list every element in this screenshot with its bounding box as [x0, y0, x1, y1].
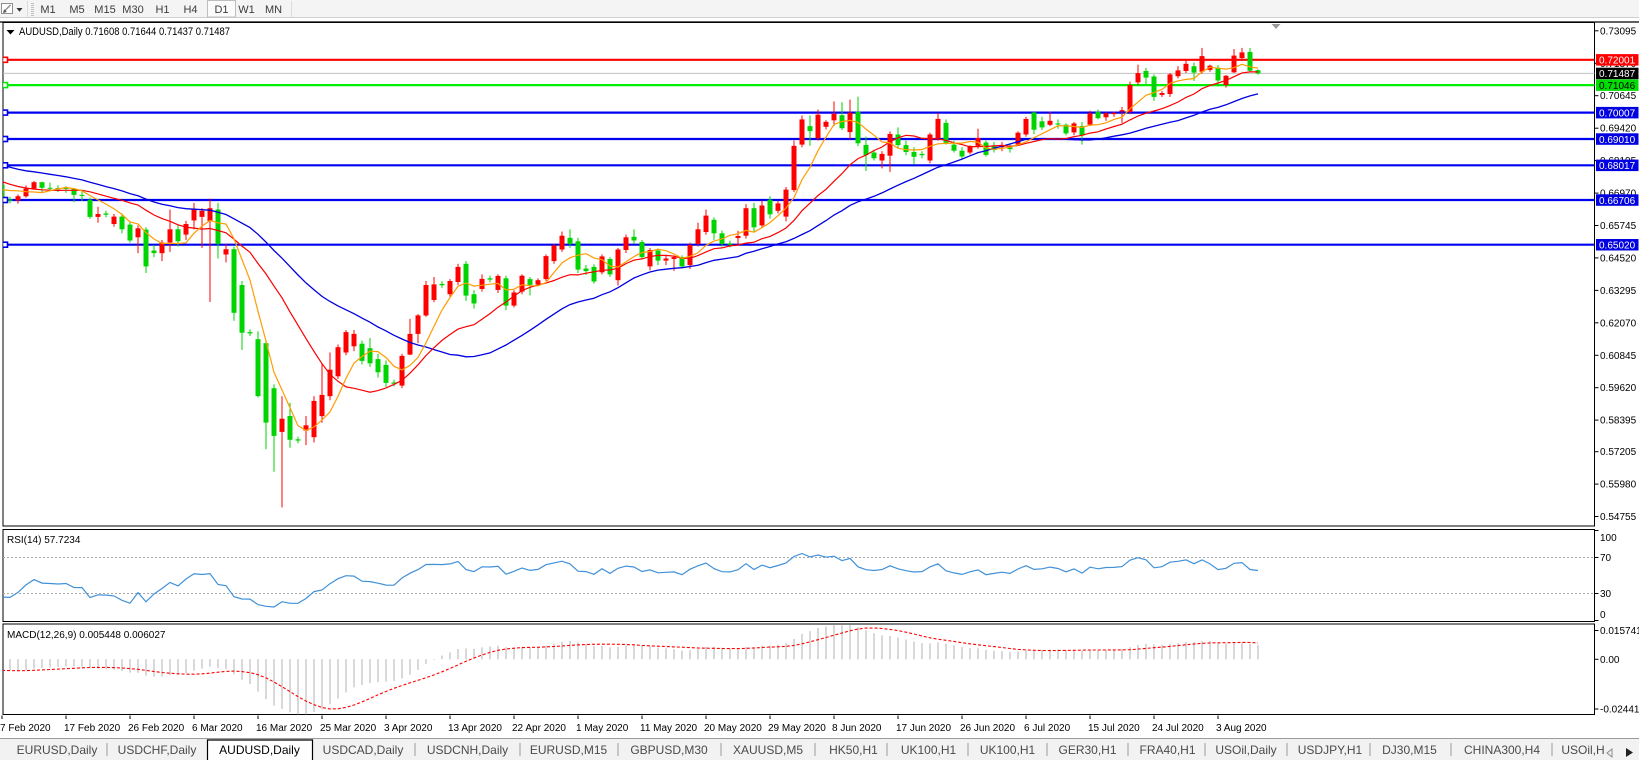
svg-text:0.55980: 0.55980 [1600, 480, 1637, 491]
svg-text:0.73095: 0.73095 [1600, 26, 1637, 37]
svg-text:20 May 2020: 20 May 2020 [704, 723, 762, 734]
svg-text:0.64520: 0.64520 [1600, 253, 1637, 264]
svg-text:0.69420: 0.69420 [1600, 124, 1637, 135]
svg-text:70: 70 [1600, 553, 1612, 564]
svg-text:-0.024412: -0.024412 [1600, 705, 1639, 716]
svg-text:0.57205: 0.57205 [1600, 447, 1637, 458]
svg-text:0.60845: 0.60845 [1600, 351, 1637, 362]
svg-text:USDJPY,H1: USDJPY,H1 [1298, 743, 1363, 757]
svg-text:M30: M30 [122, 4, 143, 16]
svg-text:0.58395: 0.58395 [1600, 416, 1637, 427]
svg-text:0: 0 [1600, 610, 1606, 621]
svg-text:MN: MN [265, 4, 282, 16]
svg-text:W1: W1 [238, 4, 255, 16]
svg-text:RSI(14) 57.7234: RSI(14) 57.7234 [7, 535, 81, 546]
svg-text:GBPUSD,M30: GBPUSD,M30 [630, 743, 708, 757]
svg-text:HK50,H1: HK50,H1 [829, 743, 878, 757]
svg-text:USDCHF,Daily: USDCHF,Daily [118, 743, 197, 757]
svg-text:0.68017: 0.68017 [1599, 161, 1636, 172]
svg-text:0.70007: 0.70007 [1599, 108, 1636, 119]
svg-text:26 Jun 2020: 26 Jun 2020 [960, 723, 1015, 734]
svg-text:24 Jul 2020: 24 Jul 2020 [1152, 723, 1204, 734]
svg-text:USOil,H: USOil,H [1561, 743, 1604, 757]
svg-text:13 Apr 2020: 13 Apr 2020 [448, 723, 502, 734]
svg-text:0.015741: 0.015741 [1600, 626, 1639, 637]
svg-text:0.65745: 0.65745 [1600, 221, 1637, 232]
svg-text:CHINA300,H4: CHINA300,H4 [1464, 743, 1540, 757]
svg-text:0.54755: 0.54755 [1600, 512, 1637, 523]
svg-text:FRA40,H1: FRA40,H1 [1139, 743, 1195, 757]
svg-text:0.69010: 0.69010 [1599, 135, 1636, 146]
svg-text:EURUSD,Daily: EURUSD,Daily [17, 743, 98, 757]
svg-text:3 Aug 2020: 3 Aug 2020 [1216, 723, 1267, 734]
svg-text:1 May 2020: 1 May 2020 [576, 723, 629, 734]
svg-text:USDCAD,Daily: USDCAD,Daily [323, 743, 404, 757]
svg-text:DJ30,M15: DJ30,M15 [1382, 743, 1437, 757]
svg-text:0.63295: 0.63295 [1600, 286, 1637, 297]
svg-text:0.62070: 0.62070 [1600, 318, 1637, 329]
svg-text:MACD(12,26,9) 0.005448 0.00602: MACD(12,26,9) 0.005448 0.006027 [7, 630, 166, 641]
svg-text:100: 100 [1600, 533, 1617, 544]
svg-text:25 Mar 2020: 25 Mar 2020 [320, 723, 377, 734]
svg-text:17 Jun 2020: 17 Jun 2020 [896, 723, 951, 734]
svg-text:0.00: 0.00 [1600, 655, 1620, 666]
svg-text:GER30,H1: GER30,H1 [1058, 743, 1116, 757]
svg-text:0.71046: 0.71046 [1599, 81, 1636, 92]
svg-text:M15: M15 [94, 4, 115, 16]
svg-text:6 Mar 2020: 6 Mar 2020 [192, 723, 243, 734]
svg-text:H1: H1 [155, 4, 169, 16]
svg-text:6 Jul 2020: 6 Jul 2020 [1024, 723, 1071, 734]
svg-text:17 Feb 2020: 17 Feb 2020 [64, 723, 121, 734]
svg-text:0.71487: 0.71487 [1599, 69, 1636, 80]
svg-text:M1: M1 [40, 4, 55, 16]
svg-text:16 Mar 2020: 16 Mar 2020 [256, 723, 313, 734]
svg-text:26 Feb 2020: 26 Feb 2020 [128, 723, 185, 734]
svg-text:15 Jul 2020: 15 Jul 2020 [1088, 723, 1140, 734]
svg-text:11 May 2020: 11 May 2020 [640, 723, 698, 734]
svg-text:USDCNH,Daily: USDCNH,Daily [427, 743, 508, 757]
svg-text:0.72001: 0.72001 [1599, 56, 1636, 67]
svg-text:H4: H4 [183, 4, 197, 16]
svg-text:0.65020: 0.65020 [1599, 241, 1636, 252]
svg-text:7 Feb 2020: 7 Feb 2020 [0, 723, 51, 734]
svg-text:22 Apr 2020: 22 Apr 2020 [512, 723, 566, 734]
svg-text:D1: D1 [214, 4, 228, 16]
svg-text:0.66970: 0.66970 [1600, 189, 1637, 200]
svg-text:0.66706: 0.66706 [1599, 196, 1636, 207]
svg-text:UK100,H1: UK100,H1 [980, 743, 1036, 757]
svg-text:UK100,H1: UK100,H1 [901, 743, 957, 757]
svg-text:3 Apr 2020: 3 Apr 2020 [384, 723, 433, 734]
svg-text:EURUSD,M15: EURUSD,M15 [530, 743, 608, 757]
svg-text:0.59620: 0.59620 [1600, 383, 1637, 394]
svg-text:29 May 2020: 29 May 2020 [768, 723, 826, 734]
svg-text:AUDUSD,Daily: AUDUSD,Daily [219, 743, 300, 757]
svg-text:8 Jun 2020: 8 Jun 2020 [832, 723, 882, 734]
svg-text:0.70645: 0.70645 [1600, 91, 1637, 102]
svg-text:AUDUSD,Daily 0.71608 0.71644: AUDUSD,Daily 0.71608 0.71644 0.71437 0.7… [19, 26, 230, 38]
svg-text:XAUUSD,M5: XAUUSD,M5 [733, 743, 803, 757]
svg-text:M5: M5 [69, 4, 84, 16]
svg-text:USOil,Daily: USOil,Daily [1215, 743, 1276, 757]
svg-text:30: 30 [1600, 589, 1612, 600]
